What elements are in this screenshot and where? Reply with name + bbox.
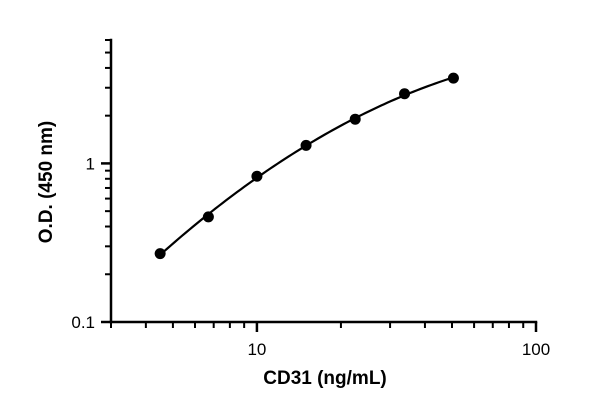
tick-labels-layer: 0.1 1 10 100 [71, 154, 550, 359]
data-point [202, 211, 214, 223]
fit-curve [159, 76, 454, 256]
data-point [154, 248, 166, 260]
data-points-layer [154, 72, 459, 260]
x-tick-label: 10 [247, 340, 266, 359]
x-axis-title: CD31 (ng/mL) [263, 368, 387, 389]
data-point [251, 170, 263, 182]
fit-curve-layer [159, 76, 454, 256]
data-point [349, 113, 361, 125]
y-tick-label: 0.1 [71, 313, 95, 332]
y-tick-label: 1 [86, 154, 95, 173]
y-axis-title: O.D. (450 nm) [36, 121, 57, 243]
data-point [300, 139, 312, 151]
data-point [447, 72, 459, 84]
axes [101, 38, 538, 332]
x-tick-label: 100 [522, 340, 550, 359]
data-point [399, 88, 411, 100]
